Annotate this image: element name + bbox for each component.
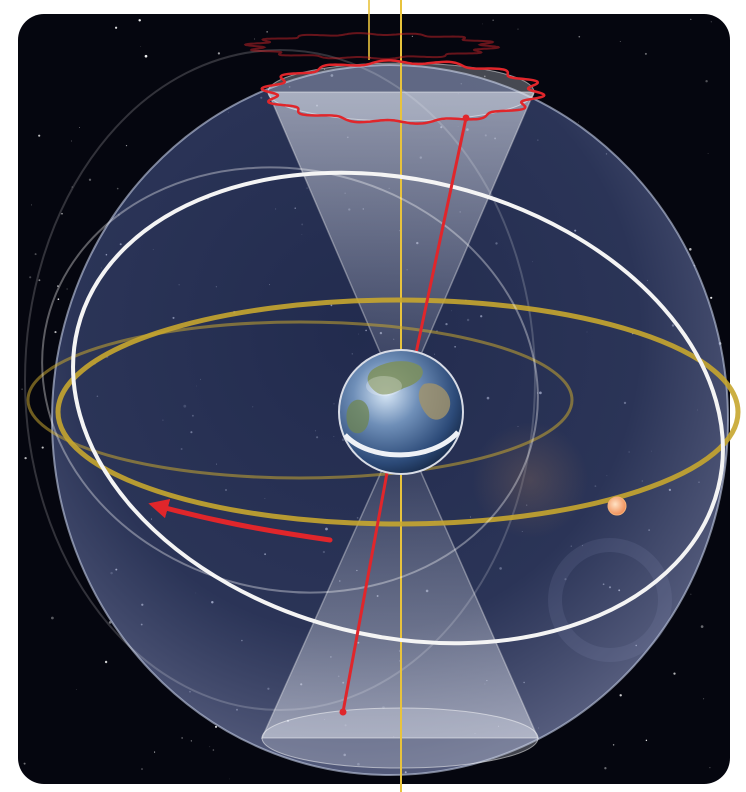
star	[492, 19, 494, 21]
celestial-equator-ghost	[41, 166, 539, 594]
star	[604, 767, 607, 770]
star	[612, 744, 615, 746]
star	[215, 725, 217, 728]
star	[51, 616, 54, 620]
earth-axis-north	[410, 117, 468, 373]
star	[190, 740, 192, 742]
star	[61, 212, 63, 215]
star	[116, 187, 119, 190]
star	[144, 54, 148, 58]
star	[154, 751, 156, 753]
star	[212, 749, 215, 751]
star	[578, 35, 581, 38]
star	[690, 18, 692, 21]
star	[79, 127, 80, 129]
star	[31, 204, 32, 206]
star	[181, 737, 183, 739]
star	[710, 296, 713, 299]
star	[217, 52, 221, 55]
star	[228, 778, 230, 780]
star	[54, 331, 57, 334]
star	[644, 52, 647, 55]
precession-path-top	[260, 59, 546, 125]
star	[114, 26, 118, 29]
star	[21, 388, 23, 391]
earth-axis-south	[341, 461, 391, 713]
star	[209, 746, 211, 748]
direction-arrow-icon	[148, 498, 333, 543]
celestial-equator	[71, 170, 725, 646]
star	[75, 689, 77, 690]
star	[125, 145, 128, 147]
star	[141, 768, 143, 770]
star	[517, 28, 519, 30]
star	[700, 625, 704, 628]
ecliptic-circle	[55, 297, 741, 527]
star	[88, 178, 92, 181]
star	[34, 253, 37, 256]
star	[254, 38, 256, 40]
star	[707, 152, 709, 154]
lens-flare-ring	[548, 538, 672, 662]
ecliptic-circle-ghost	[26, 320, 574, 480]
star	[710, 21, 712, 23]
star	[483, 75, 486, 78]
earth-globe-icon	[338, 349, 464, 475]
star	[578, 121, 579, 123]
precession-path-ghost	[243, 32, 501, 60]
star	[71, 140, 72, 142]
star	[482, 23, 484, 25]
star	[619, 41, 621, 43]
star	[41, 446, 44, 449]
star	[324, 68, 326, 70]
star	[24, 456, 27, 460]
star	[57, 285, 59, 287]
star	[266, 31, 268, 33]
star	[23, 762, 26, 765]
north-celestial-pole-dot	[462, 114, 470, 122]
star	[104, 660, 108, 664]
star	[29, 276, 32, 279]
star	[619, 694, 622, 697]
star	[138, 19, 141, 22]
star	[690, 593, 692, 595]
star	[689, 248, 692, 251]
star	[57, 298, 60, 301]
star	[645, 739, 648, 742]
star	[705, 79, 708, 83]
star	[703, 698, 705, 700]
star	[38, 134, 41, 137]
star	[673, 672, 676, 675]
star	[709, 767, 711, 769]
south-celestial-pole-dot	[339, 708, 347, 716]
star	[71, 186, 73, 188]
sun-icon	[607, 496, 627, 516]
star	[38, 279, 41, 282]
star	[411, 35, 414, 38]
star	[140, 46, 142, 47]
star	[66, 288, 68, 290]
